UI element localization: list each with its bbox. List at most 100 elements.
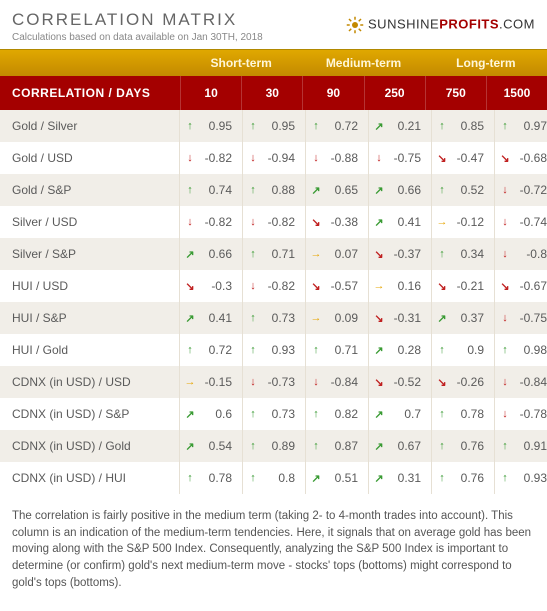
cell-value: 0.66 xyxy=(202,247,232,261)
data-cell: ↑0.98 xyxy=(495,334,547,366)
logo-text-profits: PROFITS xyxy=(439,16,499,31)
trend-arrow-icon: → xyxy=(184,376,196,388)
cell-value: 0.82 xyxy=(328,407,358,421)
cell-value: 0.65 xyxy=(328,183,358,197)
data-cell: ↑0.72 xyxy=(306,110,369,142)
table-row: Silver / S&P↗0.66↑0.71→0.07↘-0.37↑0.34↓-… xyxy=(0,238,547,270)
trend-arrow-icon: ↘ xyxy=(373,312,385,325)
data-cell: ↗0.6 xyxy=(180,398,243,430)
cell-value: -0.78 xyxy=(517,407,547,421)
cell-value: -0.82 xyxy=(265,279,295,293)
data-cell: ↓-0.82 xyxy=(243,206,306,238)
cell-value: 0.97 xyxy=(517,119,547,133)
trend-arrow-icon: ↑ xyxy=(310,344,322,356)
trend-arrow-icon: ↑ xyxy=(436,408,448,420)
trend-arrow-icon: ↑ xyxy=(436,440,448,452)
cell-value: -0.72 xyxy=(517,183,547,197)
term-header-row: Short-termMedium-termLong-term xyxy=(0,50,547,76)
cell-value: -0.21 xyxy=(454,279,484,293)
data-cell: ↑0.87 xyxy=(306,430,369,462)
data-cell: ↘-0.26 xyxy=(432,366,495,398)
cell-value: 0.87 xyxy=(328,439,358,453)
data-cell: ↘-0.38 xyxy=(306,206,369,238)
trend-arrow-icon: ↓ xyxy=(310,152,322,164)
trend-arrow-icon: ↑ xyxy=(499,344,511,356)
trend-arrow-icon: ↓ xyxy=(499,216,511,228)
data-cell: ↘-0.57 xyxy=(306,270,369,302)
term-cell: Long-term xyxy=(425,50,547,76)
page-title: CORRELATION MATRIX xyxy=(12,10,263,30)
data-cell: ↓-0.82 xyxy=(180,206,243,238)
data-cell: →-0.15 xyxy=(180,366,243,398)
data-cell: ↑0.73 xyxy=(243,302,306,334)
data-cell: ↑0.93 xyxy=(495,462,547,494)
data-cell: ↗0.37 xyxy=(432,302,495,334)
cell-value: -0.84 xyxy=(328,375,358,389)
trend-arrow-icon: ↑ xyxy=(184,344,196,356)
data-cell: ↑0.89 xyxy=(243,430,306,462)
data-cell: ↓-0.75 xyxy=(495,302,547,334)
cell-value: -0.52 xyxy=(391,375,421,389)
trend-arrow-icon: ↘ xyxy=(436,280,448,293)
table-row: CDNX (in USD) / Gold↗0.54↑0.89↑0.87↗0.67… xyxy=(0,430,547,462)
trend-arrow-icon: ↗ xyxy=(373,440,385,453)
cell-value: 0.28 xyxy=(391,343,421,357)
trend-arrow-icon: ↑ xyxy=(247,120,259,132)
data-cell: ↗0.7 xyxy=(369,398,432,430)
days-cell: 30 xyxy=(241,76,302,110)
table-row: HUI / S&P↗0.41↑0.73→0.09↘-0.31↗0.37↓-0.7… xyxy=(0,302,547,334)
table-row: Silver / USD↓-0.82↓-0.82↘-0.38↗0.41→-0.1… xyxy=(0,206,547,238)
cell-value: 0.76 xyxy=(454,471,484,485)
cell-value: 0.76 xyxy=(454,439,484,453)
data-cell: ↑0.85 xyxy=(432,110,495,142)
data-cell: ↑0.78 xyxy=(180,462,243,494)
trend-arrow-icon: ↑ xyxy=(436,344,448,356)
data-cell: ↗0.28 xyxy=(369,334,432,366)
data-cell: ↑0.73 xyxy=(243,398,306,430)
days-cell: 1500 xyxy=(486,76,547,110)
header-left: CORRELATION MATRIX Calculations based on… xyxy=(12,10,263,43)
cell-value: 0.93 xyxy=(517,471,547,485)
data-cell: ↗0.67 xyxy=(369,430,432,462)
trend-arrow-icon: ↓ xyxy=(499,376,511,388)
data-cell: ↑0.95 xyxy=(243,110,306,142)
data-cell: →0.07 xyxy=(306,238,369,270)
trend-arrow-icon: ↗ xyxy=(373,184,385,197)
cell-value: -0.68 xyxy=(517,151,547,165)
cell-value: 0.8 xyxy=(265,471,295,485)
data-cell: ↘ -0.68 xyxy=(495,142,547,174)
data-cell: ↑ 0.76 xyxy=(432,430,495,462)
logo-text-sunshine: SUNSHINE xyxy=(368,16,439,31)
data-cell: ↗0.65 xyxy=(306,174,369,206)
trend-arrow-icon: ↘ xyxy=(499,152,511,165)
cell-value: -0.3 xyxy=(202,279,232,293)
trend-arrow-icon: ↑ xyxy=(247,248,259,260)
data-cell: ↑0.52 xyxy=(432,174,495,206)
data-cell: ↗0.54 xyxy=(180,430,243,462)
data-cell: ↓-0.78 xyxy=(495,398,547,430)
trend-arrow-icon: ↗ xyxy=(184,440,196,453)
term-spacer xyxy=(0,50,180,76)
cell-value: 0.51 xyxy=(328,471,358,485)
trend-arrow-icon: ↘ xyxy=(184,280,196,293)
data-cell: ↑0.88 xyxy=(243,174,306,206)
data-cell: →-0.12 xyxy=(432,206,495,238)
data-cell: ↓ -0.84 xyxy=(495,366,547,398)
cell-value: 0.41 xyxy=(391,215,421,229)
cell-value: 0.34 xyxy=(454,247,484,261)
data-cell: ↗0.31 xyxy=(369,462,432,494)
cell-value: 0.41 xyxy=(202,311,232,325)
cell-value: -0.84 xyxy=(517,375,547,389)
cell-value: 0.7 xyxy=(391,407,421,421)
cell-value: 0.78 xyxy=(202,471,232,485)
data-cell: ↑0.34 xyxy=(432,238,495,270)
trend-arrow-icon: ↓ xyxy=(247,376,259,388)
data-cell: ↑0.8 xyxy=(243,462,306,494)
cell-value: 0.71 xyxy=(265,247,295,261)
trend-arrow-icon: ↗ xyxy=(436,312,448,325)
data-cell: ↘ -0.3 xyxy=(180,270,243,302)
trend-arrow-icon: ↓ xyxy=(184,216,196,228)
days-cell: 750 xyxy=(425,76,486,110)
data-cell: ↘-0.31 xyxy=(369,302,432,334)
brand-logo: SUNSHINEPROFITS.COM xyxy=(346,16,535,34)
